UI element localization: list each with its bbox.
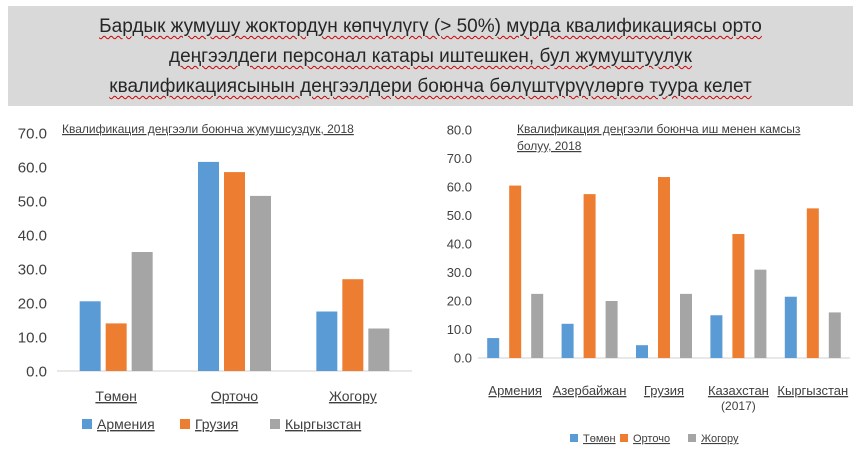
y-tick-label: 40.0 — [18, 227, 47, 244]
chart-title: болуу, 2018 — [517, 139, 582, 153]
x-category-label: Армения — [488, 383, 542, 398]
y-tick-label: 30.0 — [18, 261, 47, 278]
y-tick-label: 0.0 — [454, 351, 472, 366]
y-tick-label: 30.0 — [447, 265, 472, 280]
legend-label: Армения — [97, 416, 155, 432]
bar-төмөн — [710, 315, 723, 358]
bar-кыргызстан — [250, 195, 271, 371]
legend-swatch — [180, 419, 190, 429]
bar-грузия — [342, 279, 364, 371]
bar-кыргызстан — [131, 252, 153, 371]
x-category-label: Грузия — [644, 383, 684, 398]
banner-line-2: деңгээлдеги персонал катары иштешкен, бу… — [168, 46, 692, 67]
bar-жогору — [680, 293, 692, 358]
legend-label: Төмөн — [583, 433, 616, 445]
bar-орточо — [806, 208, 819, 358]
legend-label: Орточо — [633, 433, 670, 445]
bar-төмөн — [636, 345, 648, 358]
chart-title: Квалификация деңгээли боюнча иш менен ка… — [517, 122, 801, 136]
x-category-label: Жогору — [329, 388, 377, 404]
bar-орточо — [509, 185, 522, 358]
bar-орточо — [658, 177, 670, 358]
banner-line-3: квалификациясынын деңгээлдери боюнча бөл… — [109, 76, 752, 97]
bar-жогору — [605, 301, 618, 358]
legend-label: Жогору — [701, 433, 739, 445]
bar-төмөн — [784, 296, 797, 358]
banner-line-1: Бардык жумушу жоктордун көпчүлүгү (> 50%… — [99, 16, 762, 37]
y-tick-label: 70.0 — [18, 125, 47, 142]
bar-жогору — [754, 269, 767, 358]
x-category-label: Кыргызстан — [777, 383, 848, 398]
chart-title: Квалификация деңгээли боюнча жумушсуздук… — [62, 122, 354, 136]
y-tick-label: 70.0 — [447, 151, 472, 166]
bar-армения — [198, 161, 219, 371]
legend-swatch — [620, 434, 628, 442]
y-tick-label: 0.0 — [26, 363, 47, 380]
y-tick-label: 20.0 — [447, 294, 472, 309]
legend-label: Грузия — [195, 416, 238, 432]
bar-кыргызстан — [368, 328, 390, 371]
bar-орточо — [732, 234, 745, 358]
y-tick-label: 50.0 — [18, 193, 47, 210]
legend-swatch — [570, 434, 578, 442]
x-category-label: Орточо — [211, 388, 258, 404]
x-category-sublabel: (2017) — [721, 399, 756, 413]
x-category-label: Төмөн — [95, 388, 136, 404]
y-tick-label: 40.0 — [447, 237, 472, 252]
legend-swatch — [82, 419, 92, 429]
legend-swatch — [688, 434, 696, 442]
bar-грузия — [105, 323, 127, 371]
y-tick-label: 20.0 — [18, 295, 47, 312]
x-category-label: Казахстан — [708, 383, 769, 398]
bar-төмөн — [487, 338, 500, 358]
legend-swatch — [270, 419, 280, 429]
bar-жогору — [828, 312, 841, 358]
y-tick-label: 10.0 — [18, 329, 47, 346]
y-tick-label: 60.0 — [18, 159, 47, 176]
x-category-label: Азербайжан — [553, 383, 627, 398]
bar-армения — [316, 311, 338, 371]
bar-грузия — [224, 172, 245, 371]
bar-жогору — [531, 293, 544, 358]
legend-label: Кыргызстан — [285, 416, 361, 432]
title-banner: Бардык жумушу жоктордун көпчүлүгү (> 50%… — [8, 6, 853, 106]
y-tick-label: 10.0 — [447, 322, 472, 337]
bar-төмөн — [561, 323, 574, 358]
bar-армения — [79, 301, 101, 371]
y-tick-label: 50.0 — [447, 208, 472, 223]
bar-орточо — [583, 194, 596, 358]
y-tick-label: 60.0 — [447, 180, 472, 195]
y-tick-label: 80.0 — [447, 123, 472, 138]
